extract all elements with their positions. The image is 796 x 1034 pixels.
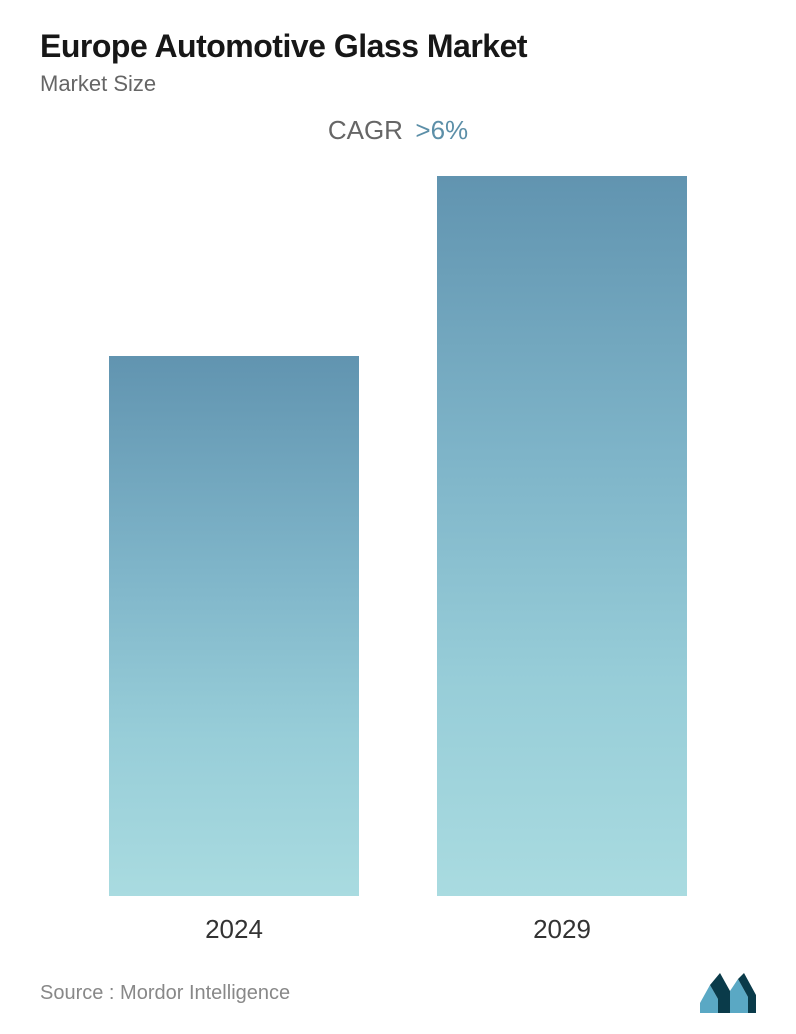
cagr-label: CAGR (328, 115, 403, 145)
mordor-logo-icon (700, 973, 756, 1013)
chart-container: Europe Automotive Glass Market Market Si… (0, 0, 796, 1034)
chart-title: Europe Automotive Glass Market (40, 28, 756, 65)
x-axis-label-0: 2024 (205, 914, 263, 945)
x-axis-label-1: 2029 (533, 914, 591, 945)
cagr-value: >6% (415, 115, 468, 145)
bar-group-0: 2024 (94, 176, 374, 945)
cagr-row: CAGR >6% (40, 115, 756, 146)
bar-0 (109, 356, 359, 896)
bar-group-1: 2029 (422, 176, 702, 945)
chart-footer: Source : Mordor Intelligence (40, 945, 756, 1019)
chart-subtitle: Market Size (40, 71, 756, 97)
bar-1 (437, 176, 687, 896)
chart-plot-area: 2024 2029 (40, 176, 756, 945)
source-attribution: Source : Mordor Intelligence (40, 982, 290, 1005)
